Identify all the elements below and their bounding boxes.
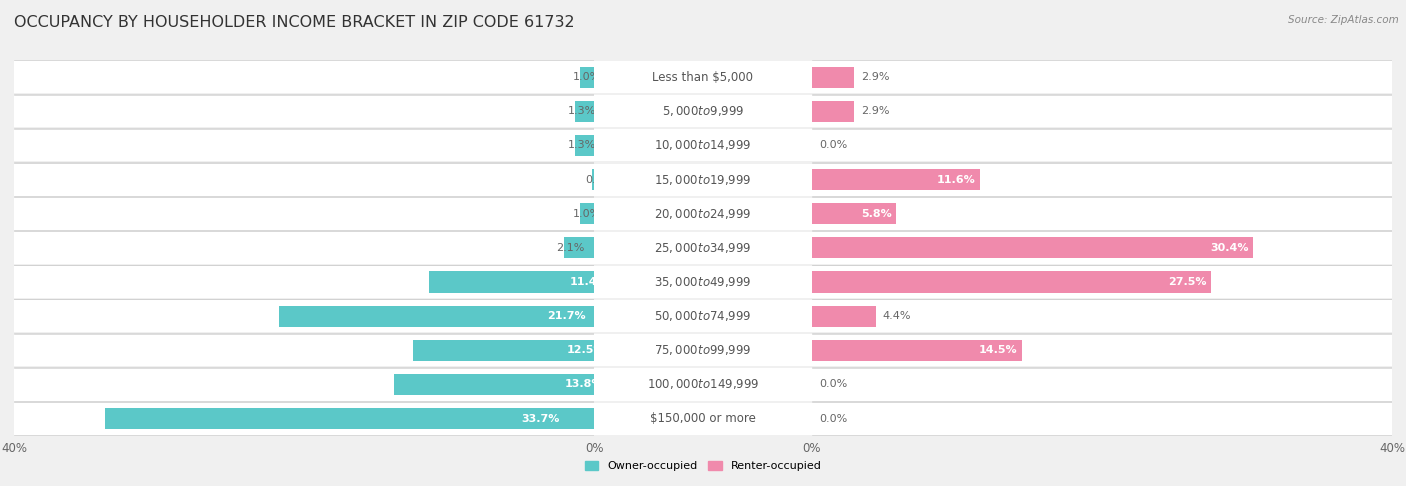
Text: 33.7%: 33.7% — [520, 414, 560, 424]
FancyBboxPatch shape — [811, 368, 1392, 400]
Text: 30.4%: 30.4% — [1209, 243, 1249, 253]
FancyBboxPatch shape — [595, 198, 811, 230]
Text: 14.5%: 14.5% — [979, 346, 1018, 355]
Text: $150,000 or more: $150,000 or more — [650, 412, 756, 425]
Text: 2.9%: 2.9% — [860, 106, 890, 116]
FancyBboxPatch shape — [14, 300, 595, 332]
Text: 2.1%: 2.1% — [557, 243, 585, 253]
Text: $35,000 to $49,999: $35,000 to $49,999 — [654, 275, 752, 289]
Text: 4.4%: 4.4% — [883, 311, 911, 321]
FancyBboxPatch shape — [14, 266, 595, 298]
FancyBboxPatch shape — [14, 95, 595, 127]
FancyBboxPatch shape — [811, 232, 1392, 264]
Text: 1.0%: 1.0% — [572, 72, 600, 82]
FancyBboxPatch shape — [811, 61, 1392, 93]
Bar — [575, 101, 595, 122]
FancyBboxPatch shape — [14, 61, 595, 93]
Bar — [579, 67, 595, 87]
Text: $25,000 to $34,999: $25,000 to $34,999 — [654, 241, 752, 255]
Bar — [811, 101, 853, 122]
Bar — [429, 271, 595, 293]
Text: Less than $5,000: Less than $5,000 — [652, 70, 754, 84]
FancyBboxPatch shape — [595, 129, 811, 161]
FancyBboxPatch shape — [595, 95, 811, 127]
Bar — [811, 169, 980, 190]
FancyBboxPatch shape — [14, 163, 595, 195]
Bar — [564, 237, 595, 259]
Bar — [811, 237, 1253, 259]
Text: 0.0%: 0.0% — [820, 140, 848, 150]
Legend: Owner-occupied, Renter-occupied: Owner-occupied, Renter-occupied — [581, 456, 825, 476]
Bar — [592, 169, 595, 190]
Text: 0.0%: 0.0% — [820, 414, 848, 424]
FancyBboxPatch shape — [811, 334, 1392, 366]
FancyBboxPatch shape — [595, 163, 811, 195]
FancyBboxPatch shape — [595, 232, 811, 264]
Text: $10,000 to $14,999: $10,000 to $14,999 — [654, 139, 752, 153]
Text: 11.6%: 11.6% — [936, 174, 976, 185]
Bar — [811, 271, 1211, 293]
FancyBboxPatch shape — [811, 300, 1392, 332]
Text: $15,000 to $19,999: $15,000 to $19,999 — [654, 173, 752, 187]
FancyBboxPatch shape — [14, 232, 595, 264]
Bar — [811, 203, 896, 225]
Text: 11.4%: 11.4% — [569, 277, 609, 287]
Text: 27.5%: 27.5% — [1168, 277, 1206, 287]
FancyBboxPatch shape — [811, 198, 1392, 230]
FancyBboxPatch shape — [595, 300, 811, 332]
FancyBboxPatch shape — [595, 334, 811, 366]
FancyBboxPatch shape — [811, 402, 1392, 434]
FancyBboxPatch shape — [811, 163, 1392, 195]
Text: $75,000 to $99,999: $75,000 to $99,999 — [654, 343, 752, 357]
Text: 0.0%: 0.0% — [820, 380, 848, 389]
Text: OCCUPANCY BY HOUSEHOLDER INCOME BRACKET IN ZIP CODE 61732: OCCUPANCY BY HOUSEHOLDER INCOME BRACKET … — [14, 15, 575, 30]
FancyBboxPatch shape — [811, 95, 1392, 127]
Bar — [394, 374, 595, 395]
Text: 13.8%: 13.8% — [564, 380, 603, 389]
Text: 0.15%: 0.15% — [585, 174, 620, 185]
Text: 1.0%: 1.0% — [572, 208, 600, 219]
Text: $20,000 to $24,999: $20,000 to $24,999 — [654, 207, 752, 221]
Text: $100,000 to $149,999: $100,000 to $149,999 — [647, 378, 759, 391]
Text: Source: ZipAtlas.com: Source: ZipAtlas.com — [1288, 15, 1399, 25]
Text: 21.7%: 21.7% — [547, 311, 586, 321]
Bar — [105, 408, 595, 429]
Text: $50,000 to $74,999: $50,000 to $74,999 — [654, 309, 752, 323]
Text: 5.8%: 5.8% — [860, 208, 891, 219]
FancyBboxPatch shape — [595, 61, 811, 93]
Text: 1.3%: 1.3% — [568, 106, 596, 116]
FancyBboxPatch shape — [14, 334, 595, 366]
FancyBboxPatch shape — [595, 368, 811, 400]
Bar — [575, 135, 595, 156]
FancyBboxPatch shape — [811, 266, 1392, 298]
FancyBboxPatch shape — [595, 402, 811, 434]
FancyBboxPatch shape — [14, 129, 595, 161]
Bar — [579, 203, 595, 225]
FancyBboxPatch shape — [811, 129, 1392, 161]
Text: 2.9%: 2.9% — [860, 72, 890, 82]
Bar — [811, 306, 876, 327]
Bar — [811, 340, 1022, 361]
Bar — [811, 67, 853, 87]
Text: $5,000 to $9,999: $5,000 to $9,999 — [662, 104, 744, 118]
FancyBboxPatch shape — [14, 198, 595, 230]
Text: 12.5%: 12.5% — [567, 346, 606, 355]
FancyBboxPatch shape — [14, 402, 595, 434]
Text: 1.3%: 1.3% — [568, 140, 596, 150]
FancyBboxPatch shape — [595, 266, 811, 298]
Bar — [413, 340, 595, 361]
Bar — [280, 306, 595, 327]
FancyBboxPatch shape — [14, 368, 595, 400]
